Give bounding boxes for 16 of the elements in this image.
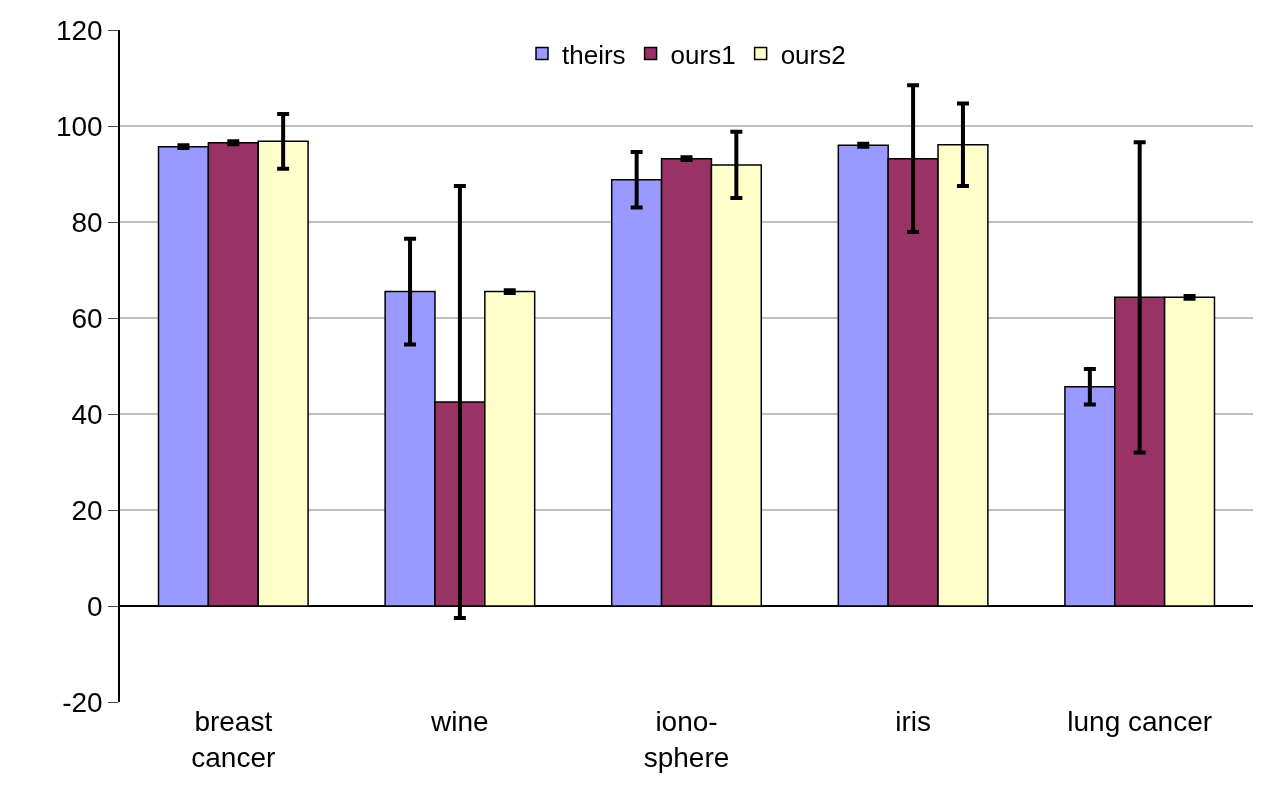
x-tick-label: wine — [430, 706, 489, 737]
y-tick-label: 40 — [71, 398, 103, 430]
legend-label: ours1 — [670, 39, 736, 70]
x-tick-label: breast cancer — [191, 706, 276, 774]
y-tick-label: 20 — [71, 494, 103, 526]
x-tick-label: iono- sphere — [643, 706, 730, 774]
x-tick-label: lung cancer — [1067, 706, 1213, 737]
y-tick-label: 60 — [71, 302, 103, 334]
y-tick-label: 0 — [87, 590, 103, 622]
y-tick-label: 100 — [55, 110, 103, 142]
legend-label: ours2 — [780, 39, 846, 70]
y-tick-label: 120 — [55, 14, 103, 46]
x-tick-label: iris — [895, 706, 931, 737]
legend-label: theirs — [562, 39, 626, 70]
y-tick-label: 80 — [71, 206, 103, 238]
y-tick-label: -20 — [62, 686, 103, 718]
